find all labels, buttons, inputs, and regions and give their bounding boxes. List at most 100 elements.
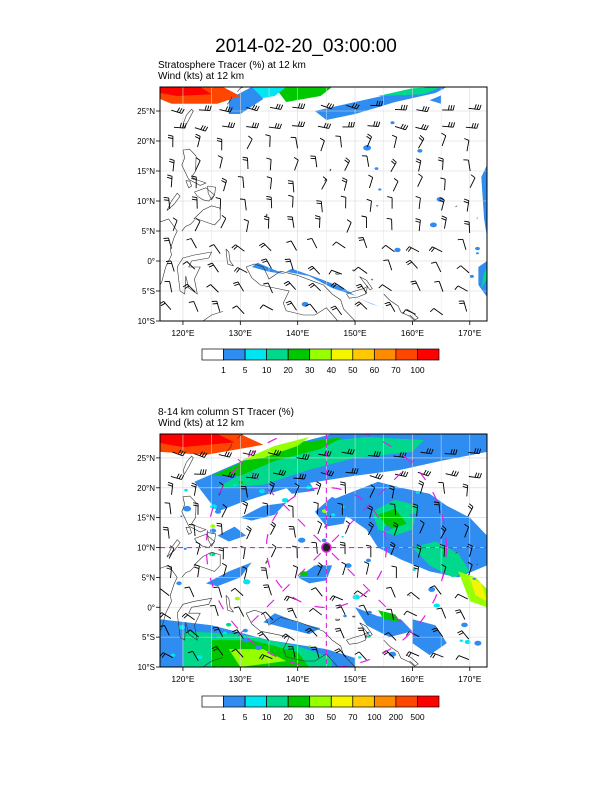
p1-wind-barb: [386, 217, 393, 231]
panel1-wind-barbs: [160, 100, 482, 316]
p2-wind-barb: [339, 541, 346, 555]
p2-wind-barb: [335, 604, 346, 615]
p2-wind-barb: [440, 525, 447, 539]
p1-wind-barb: [221, 177, 227, 192]
p1-wind-barb: [164, 281, 173, 293]
p1-wind-barb: [215, 197, 222, 210]
p2-wind-barb: [270, 543, 277, 558]
p1-wind-barb: [464, 138, 470, 152]
p2-wind-barb: [386, 586, 396, 598]
p2-wind-barb: [384, 632, 397, 641]
p1-coastline-15: [237, 87, 245, 92]
p2-wind-barb: [293, 473, 307, 480]
p2-wind-barb: [457, 630, 470, 640]
p1-wind-barb: [219, 106, 233, 113]
p1-wind-barb: [415, 195, 421, 209]
p2-wind-barb: [309, 607, 323, 616]
p2-wind-barb: [416, 544, 422, 558]
p1-wind-barb: [231, 244, 245, 252]
storm-center-marker: [321, 542, 332, 553]
p2-colorbar-label: 10: [262, 712, 272, 722]
p2-wind-barb: [358, 604, 369, 616]
p1-colorbar-swatch-2: [244, 348, 267, 361]
p1-wind-barb: [344, 157, 351, 171]
p1-coastline-20: [181, 219, 195, 232]
p2-wind-barb: [412, 503, 419, 517]
p2-wind-barb: [334, 648, 347, 658]
p1-wind-barb: [361, 155, 370, 167]
p2-wind-barb: [310, 646, 320, 658]
p1-coastline-16: [324, 178, 327, 182]
p1-wind-barb: [458, 300, 468, 312]
p2-tracer-spot: [459, 639, 463, 642]
p1-wind-barb: [211, 300, 221, 312]
p1-wind-barb: [163, 196, 171, 209]
p1-colorbar-swatch-0: [201, 348, 224, 361]
panel2-y-axis: 25°N 20°N 15°N 10°N 5°N 0° 5°S 10°S: [137, 454, 160, 672]
p2-wind-barb: [413, 564, 419, 578]
p1-wind-barb: [457, 238, 467, 250]
p1-wind-barb: [429, 308, 444, 316]
p1-wind-barb: [293, 157, 299, 171]
p1-coastline-13: [202, 311, 224, 321]
p1-wind-barb: [332, 241, 346, 249]
p2-coastline-24: [455, 552, 458, 554]
p2-wind-barb: [218, 451, 233, 458]
p1-tracer-spot: [374, 167, 379, 170]
p1-wind-barb: [355, 283, 368, 294]
p2-tracer-spot: [308, 645, 312, 647]
p1-tracer-spot: [475, 252, 479, 255]
p2-coastline-21: [185, 526, 192, 535]
p1-tracer-region-7: [286, 268, 356, 296]
p1-wind-barb: [430, 261, 442, 273]
p1-wind-barb: [246, 122, 260, 129]
p1-wind-barb: [391, 134, 398, 149]
p1-colorbar-swatch-4: [287, 348, 311, 361]
p2-wind-barb: [257, 631, 270, 641]
p2-wind-barb: [389, 503, 397, 516]
p1-x-tick-label: 140°E: [286, 328, 310, 338]
p2-colorbar-label: 70: [348, 712, 358, 722]
p1-tracer-region-2: [274, 87, 333, 102]
p2-wind-barb: [240, 545, 246, 559]
p2-wind-barb: [320, 469, 335, 477]
p1-wind-barb: [441, 215, 447, 229]
p2-wind-barb: [395, 470, 409, 478]
p1-tracer-region-11: [481, 267, 487, 288]
p2-wind-barb: [189, 524, 196, 537]
p1-wind-barb: [263, 282, 273, 294]
p1-wind-barb: [246, 104, 260, 112]
p1-wind-barb: [188, 301, 199, 312]
p2-wind-barb: [231, 648, 244, 658]
p1-coastline-3: [193, 205, 221, 226]
p1-wind-barb: [440, 177, 446, 191]
p1-wind-barb: [384, 301, 396, 312]
p1-colorbar-swatch-6: [330, 348, 354, 361]
p1-wind-barb: [261, 258, 272, 269]
p1-wind-barb: [206, 284, 219, 293]
p1-wind-barb: [415, 218, 421, 232]
p2-wind-barb: [216, 522, 223, 535]
p1-tracer-spot: [417, 149, 423, 153]
p2-tracer-spot: [410, 513, 417, 518]
p2-tracer-spot: [428, 587, 436, 592]
p1-y-tick-label: 5°N: [142, 227, 156, 236]
p1-wind-barb: [402, 309, 416, 315]
p2-coastline-25: [476, 563, 478, 566]
p2-wind-barb: [270, 521, 276, 535]
p2-coastline-16: [324, 525, 327, 529]
p2-tracer-spot: [412, 523, 419, 529]
p1-wind-barb: [415, 158, 422, 172]
p1-wind-barb: [207, 262, 219, 273]
panel1-frame: [159, 86, 488, 322]
p2-tracer-spot: [170, 653, 176, 657]
p1-wind-barb: [194, 133, 201, 148]
p1-wind-barb: [442, 121, 456, 128]
p1-wind-barb: [416, 106, 430, 113]
p2-wind-barb: [305, 627, 318, 637]
p1-tracer-spot: [429, 222, 437, 228]
p2-wind-barb: [294, 482, 300, 497]
p1-tracer-region-13: [429, 95, 442, 104]
p2-coastline-12: [406, 654, 419, 667]
p2-wind-barb: [433, 501, 441, 514]
